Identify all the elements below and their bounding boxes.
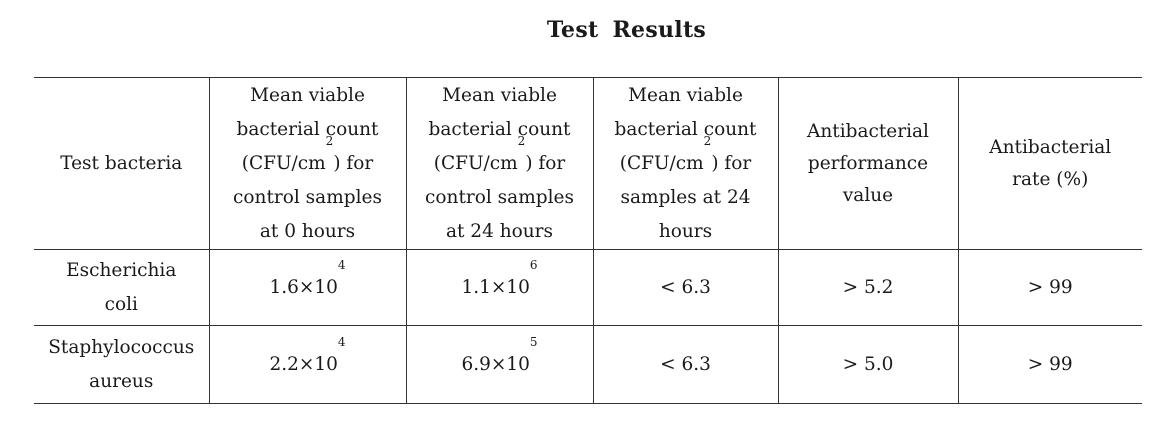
bacteria-name-cell: Staphylococcus aureus (48, 336, 195, 392)
control-24h-cell: 1.1×106 (405, 249, 593, 326)
header-control-0h: Mean viable bacterial count (CFU/cm2) fo… (208, 77, 406, 250)
table-title: Test Results (546, 17, 707, 43)
performance-value-cell: > 5.2 (777, 249, 958, 326)
header-antibacterial-rate: Antibacterial rate (%) (957, 77, 1142, 250)
header-row: Test bacteria Mean viable bacterial coun… (34, 77, 1142, 250)
control-24h-cell: 6.9×105 (405, 325, 593, 404)
header-sample-24h: Mean viable bacterial count (CFU/cm2) fo… (592, 77, 778, 250)
antibacterial-rate-cell: > 99 (957, 325, 1142, 404)
test-results-table: Test bacteria Mean viable bacterial coun… (34, 77, 1142, 404)
control-0h-cell: 2.2×104 (208, 325, 406, 404)
performance-value-cell: > 5.0 (777, 325, 958, 404)
bacteria-name-cell: Escherichia coli (66, 259, 177, 315)
header-control-24h: Mean viable bacterial count (CFU/cm2) fo… (405, 77, 593, 250)
table-row: Escherichia coli 1.6×104 1.1×106 < 6.3 >… (34, 249, 1142, 326)
header-test-bacteria: Test bacteria (60, 152, 183, 174)
header-performance-value: Antibacterial performance value (777, 77, 958, 250)
sample-24h-cell: < 6.3 (592, 249, 778, 326)
sample-24h-cell: < 6.3 (592, 325, 778, 404)
antibacterial-rate-cell: > 99 (957, 249, 1142, 326)
control-0h-cell: 1.6×104 (208, 249, 406, 326)
table-row: Staphylococcus aureus 2.2×104 6.9×105 < … (34, 325, 1142, 404)
